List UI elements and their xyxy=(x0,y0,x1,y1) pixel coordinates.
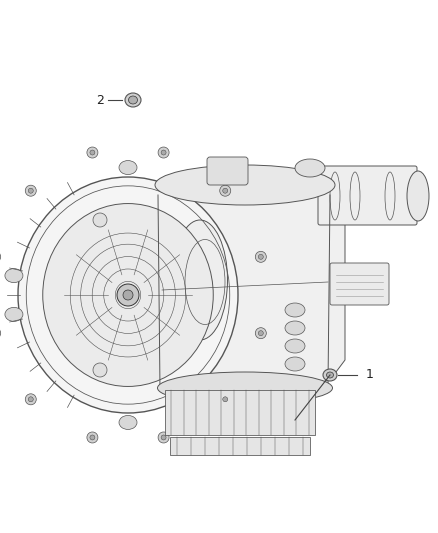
FancyBboxPatch shape xyxy=(330,263,389,305)
Ellipse shape xyxy=(173,220,227,340)
Ellipse shape xyxy=(285,357,305,371)
Ellipse shape xyxy=(43,204,213,386)
Ellipse shape xyxy=(285,339,305,353)
Circle shape xyxy=(93,213,107,227)
Circle shape xyxy=(158,432,169,443)
Polygon shape xyxy=(155,170,345,410)
Circle shape xyxy=(90,150,95,155)
Ellipse shape xyxy=(119,415,137,430)
Circle shape xyxy=(255,328,266,338)
Ellipse shape xyxy=(5,308,23,321)
Circle shape xyxy=(158,147,169,158)
Circle shape xyxy=(220,185,231,196)
Circle shape xyxy=(220,394,231,405)
Ellipse shape xyxy=(155,165,335,205)
Ellipse shape xyxy=(285,303,305,317)
FancyBboxPatch shape xyxy=(170,437,310,455)
Circle shape xyxy=(87,147,98,158)
Circle shape xyxy=(223,188,228,193)
Ellipse shape xyxy=(125,93,141,107)
Circle shape xyxy=(161,435,166,440)
FancyBboxPatch shape xyxy=(318,166,417,225)
Circle shape xyxy=(255,252,266,262)
Ellipse shape xyxy=(158,372,332,404)
Circle shape xyxy=(0,252,1,262)
FancyBboxPatch shape xyxy=(207,157,248,185)
Ellipse shape xyxy=(285,321,305,335)
Text: 1: 1 xyxy=(366,368,374,382)
Ellipse shape xyxy=(323,369,337,381)
Circle shape xyxy=(25,185,36,196)
Ellipse shape xyxy=(119,160,137,175)
Circle shape xyxy=(25,394,36,405)
Ellipse shape xyxy=(123,290,133,300)
FancyBboxPatch shape xyxy=(165,390,315,435)
Circle shape xyxy=(87,432,98,443)
Ellipse shape xyxy=(326,372,333,378)
Ellipse shape xyxy=(5,269,23,282)
Circle shape xyxy=(28,397,33,402)
Circle shape xyxy=(0,328,1,338)
Circle shape xyxy=(90,435,95,440)
Circle shape xyxy=(28,188,33,193)
Text: 2: 2 xyxy=(96,93,104,107)
Ellipse shape xyxy=(18,177,238,413)
Ellipse shape xyxy=(407,171,429,221)
Circle shape xyxy=(258,330,263,336)
Circle shape xyxy=(161,150,166,155)
Ellipse shape xyxy=(128,96,138,104)
Ellipse shape xyxy=(117,284,139,306)
Circle shape xyxy=(258,254,263,260)
Circle shape xyxy=(223,397,228,402)
Circle shape xyxy=(93,363,107,377)
Ellipse shape xyxy=(295,159,325,177)
